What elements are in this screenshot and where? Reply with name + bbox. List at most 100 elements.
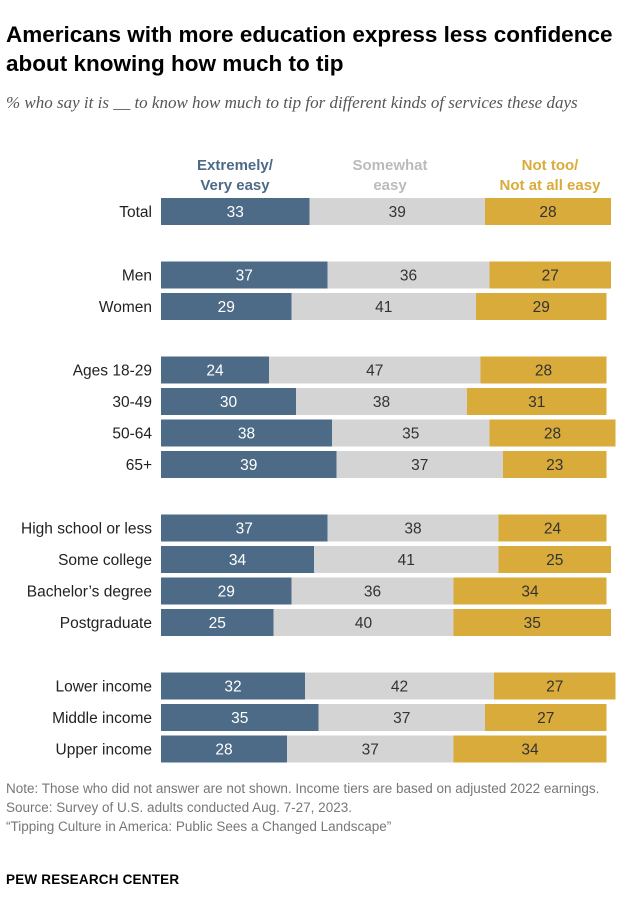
bar-extremely-very-easy (161, 735, 287, 763)
report-title: “Tipping Culture in America: Public Sees… (6, 819, 392, 834)
bar-somewhat-easy (287, 735, 454, 763)
row-label: Bachelor’s degree (27, 584, 152, 601)
row-label: 65+ (126, 457, 152, 474)
row-label: Some college (58, 552, 152, 569)
bar-extremely-very-easy (161, 451, 337, 478)
bar-row: 30-49 30 38 31 (112, 388, 607, 415)
row-label: Lower income (56, 679, 153, 696)
note-text: Note: Those who did not answer are not s… (6, 781, 600, 796)
data-label: 23 (546, 457, 563, 474)
bar-row: Upper income 28 37 34 (56, 735, 607, 763)
bar-extremely-very-easy (161, 356, 269, 384)
legend-label: Somewhat (352, 157, 428, 174)
bar-somewhat-easy (291, 577, 454, 605)
bar-not-too-not-at-all-easy (453, 577, 607, 605)
row-label: Ages 18-29 (73, 363, 152, 380)
bar-extremely-very-easy (161, 261, 328, 289)
data-label: 39 (389, 204, 406, 221)
bar-somewhat-easy (314, 546, 499, 573)
bar-extremely-very-easy (161, 293, 292, 320)
data-label: 29 (533, 299, 550, 316)
data-label: 28 (544, 426, 561, 443)
bar-extremely-very-easy (161, 198, 310, 225)
data-label: 35 (231, 710, 248, 727)
bar-not-too-not-at-all-easy (498, 546, 611, 573)
bar-extremely-very-easy (161, 419, 332, 447)
data-label: 40 (355, 615, 373, 632)
bar-row: Total 33 39 28 (119, 198, 611, 225)
data-label: 37 (411, 457, 428, 474)
data-label: 47 (366, 363, 383, 380)
data-label: 37 (236, 521, 253, 538)
data-label: 28 (535, 363, 552, 380)
bar-row: Some college 34 41 25 (58, 546, 611, 573)
bar-extremely-very-easy (161, 514, 328, 542)
legend-label: easy (373, 177, 407, 194)
data-label: 29 (218, 584, 235, 601)
data-label: 36 (400, 268, 417, 285)
bar-somewhat-easy (309, 198, 485, 225)
data-label: 33 (227, 204, 244, 221)
data-label: 35 (402, 426, 419, 443)
notes: Note: Those who did not answer are not s… (6, 779, 631, 836)
bar-row: Middle income 35 37 27 (52, 704, 607, 731)
data-label: 28 (215, 742, 232, 759)
row-label: Men (122, 268, 152, 285)
data-label: 25 (209, 615, 226, 632)
bar-not-too-not-at-all-easy (489, 419, 616, 447)
bar-not-too-not-at-all-easy (503, 451, 607, 478)
legend-extremely-very-easy: Extremely/ Very easy (161, 156, 309, 196)
data-label: 27 (537, 710, 554, 727)
row-label: Postgraduate (60, 615, 152, 632)
bar-row: 65+ 39 37 23 (126, 451, 607, 478)
source-text: Source: Survey of U.S. adults conducted … (6, 800, 352, 815)
bar-somewhat-easy (296, 388, 467, 415)
bar-extremely-very-easy (161, 546, 314, 573)
data-label: 34 (521, 742, 539, 759)
data-label: 37 (236, 268, 253, 285)
data-label: 31 (528, 394, 545, 411)
bar-somewhat-easy (327, 514, 499, 542)
chart-title: Americans with more education express le… (6, 22, 613, 76)
bar-row: 50-64 38 35 28 (112, 419, 616, 447)
data-label: 38 (404, 521, 421, 538)
row-label: High school or less (21, 521, 152, 538)
bar-somewhat-easy (332, 419, 490, 447)
bar-row: Postgraduate 25 40 35 (60, 609, 611, 636)
bar-not-too-not-at-all-easy (489, 261, 611, 289)
bar-row: Bachelor’s degree 29 36 34 (27, 577, 607, 605)
bar-somewhat-easy (291, 293, 476, 320)
bar-extremely-very-easy (161, 672, 305, 700)
data-label: 24 (544, 521, 562, 538)
data-label: 36 (364, 584, 381, 601)
bar-somewhat-easy (336, 451, 503, 478)
data-label: 29 (218, 299, 235, 316)
row-label: Middle income (52, 710, 152, 727)
data-label: 41 (375, 299, 392, 316)
bar-somewhat-easy (327, 261, 490, 289)
bar-not-too-not-at-all-easy (485, 704, 607, 731)
bar-not-too-not-at-all-easy (453, 735, 607, 763)
bar-row: Women 29 41 29 (99, 293, 607, 320)
data-label: 41 (398, 552, 415, 569)
bar-not-too-not-at-all-easy (485, 198, 611, 225)
bar-not-too-not-at-all-easy (498, 514, 607, 542)
row-label: Women (99, 299, 152, 316)
data-label: 34 (229, 552, 247, 569)
data-label: 38 (238, 426, 255, 443)
row-label: Upper income (56, 742, 153, 759)
brand-logo-text: PEW RESEARCH CENTER (6, 872, 180, 887)
bar-extremely-very-easy (161, 704, 319, 731)
data-label: 27 (542, 268, 559, 285)
bar-somewhat-easy (318, 704, 485, 731)
legend-label: Extremely/ (197, 157, 273, 174)
bar-extremely-very-easy (161, 609, 274, 636)
data-label: 25 (546, 552, 563, 569)
row-label: 30-49 (112, 394, 152, 411)
row-label: 50-64 (112, 426, 152, 443)
data-label: 38 (373, 394, 390, 411)
data-label: 42 (391, 679, 408, 696)
data-label: 24 (206, 363, 224, 380)
bar-somewhat-easy (305, 672, 494, 700)
bar-not-too-not-at-all-easy (494, 672, 616, 700)
